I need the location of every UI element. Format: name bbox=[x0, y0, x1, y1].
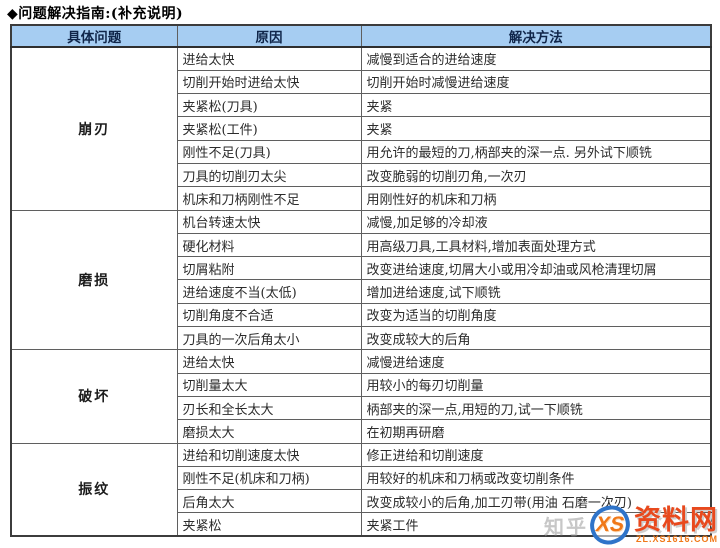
table-row: 振纹 进给和切削速度太快 修正进给和切削速度 bbox=[10, 442, 712, 537]
solution-cell: 切削开始时减慢进给速度 bbox=[360, 69, 712, 95]
solution-cell: 改变成较小的后角,加工刃带(用油 石磨一次刃) bbox=[360, 489, 712, 514]
cause-cell: 刃长和全长太大 bbox=[176, 395, 362, 421]
cause-cell: 刀具的切削刃太尖 bbox=[176, 162, 362, 188]
solution-cell: 修正进给和切削速度 bbox=[360, 442, 712, 467]
table-row: 切削开始时进给太快 切削开始时减慢进给速度 bbox=[11, 69, 712, 95]
cause-cell: 进给速度不当(太低) bbox=[176, 279, 362, 304]
cause-cell: 磨损太大 bbox=[176, 419, 362, 444]
problem-group-label: 崩刃 bbox=[10, 46, 178, 211]
column-header-solution: 解决方法 bbox=[360, 24, 712, 48]
cause-cell: 切屑粘附 bbox=[176, 256, 362, 281]
table-header-row: 具体问题 原因 解决方法 bbox=[10, 24, 712, 48]
cause-cell: 夹紧松 bbox=[176, 512, 362, 537]
cause-cell: 切削量太大 bbox=[176, 372, 362, 397]
table-row: 切削量太大 用较小的每刃切削量 bbox=[11, 372, 712, 397]
solution-cell: 改变脆弱的切削刃角,一次刃 bbox=[360, 162, 712, 188]
cause-cell: 刚性不足(机床和刀柄) bbox=[176, 465, 362, 491]
solution-cell: 改变为适当的切削角度 bbox=[360, 302, 712, 328]
table-row: 切屑粘附 改变进给速度,切屑大小或用冷却油或风枪清理切屑 bbox=[11, 256, 712, 281]
solution-cell: 柄部夹的深一点,用短的刀,试一下顺铣 bbox=[360, 395, 712, 421]
solution-cell: 在初期再研磨 bbox=[360, 419, 712, 444]
cause-cell: 机床和刀柄刚性不足 bbox=[176, 186, 362, 211]
table-row: 崩刃 进给太快 减慢到适合的进给速度 bbox=[10, 46, 712, 211]
solution-cell: 用刚性好的机床和刀柄 bbox=[360, 186, 712, 211]
table-row: 磨损太大 在初期再研磨 bbox=[11, 419, 712, 444]
troubleshooting-table: 具体问题 原因 解决方法 崩刃 进给太快 减慢到适合的进给速度 切削开始时进给太快 切削… bbox=[10, 24, 712, 538]
solution-cell: 夹紧 bbox=[360, 116, 712, 141]
solution-cell: 增加进给速度,试下顺铣 bbox=[360, 279, 712, 304]
cause-cell: 机台转速太快 bbox=[176, 209, 362, 234]
problem-group-label: 磨损 bbox=[10, 209, 178, 351]
table-row: 刚性不足(刀具) 用允许的最短的刀,柄部夹的深一点. 另外试下顺铣 bbox=[11, 139, 712, 164]
table-row: 破坏 进给太快 减慢进给速度 bbox=[10, 349, 712, 444]
table-row: 夹紧松 夹紧工件 bbox=[11, 512, 712, 537]
table-row: 机床和刀柄刚性不足 用刚性好的机床和刀柄 bbox=[11, 186, 712, 211]
table-row: 后角太大 改变成较小的后角,加工刃带(用油 石磨一次刃) bbox=[11, 489, 712, 514]
cause-cell: 夹紧松(刀具) bbox=[176, 93, 362, 118]
solution-cell: 改变成较大的后角 bbox=[360, 326, 712, 351]
solution-cell: 减慢进给速度 bbox=[360, 349, 712, 374]
page-title: ◆问题解决指南:(补充说明) bbox=[7, 6, 184, 22]
solution-cell: 用较小的每刃切削量 bbox=[360, 372, 712, 397]
column-header-cause: 原因 bbox=[176, 24, 362, 48]
problem-group-label: 破坏 bbox=[10, 349, 178, 444]
table-row: 硬化材料 用高级刀具,工具材料,增加表面处理方式 bbox=[11, 232, 712, 258]
cause-cell: 后角太大 bbox=[176, 489, 362, 514]
cause-cell: 进给和切削速度太快 bbox=[176, 442, 362, 467]
cause-cell: 进给太快 bbox=[176, 349, 362, 374]
table-row: 刃长和全长太大 柄部夹的深一点,用短的刀,试一下顺铣 bbox=[11, 395, 712, 421]
table-row: 切削角度不合适 改变为适当的切削角度 bbox=[11, 302, 712, 328]
solution-cell: 减慢到适合的进给速度 bbox=[360, 46, 712, 71]
table-row: 刚性不足(机床和刀柄) 用较好的机床和刀柄或改变切削条件 bbox=[11, 465, 712, 491]
cause-cell: 切削角度不合适 bbox=[176, 302, 362, 328]
cause-cell: 硬化材料 bbox=[176, 232, 362, 258]
table-row: 磨损 机台转速太快 减慢,加足够的冷却液 bbox=[10, 209, 712, 351]
column-header-problem: 具体问题 bbox=[10, 24, 178, 48]
solution-cell: 改变进给速度,切屑大小或用冷却油或风枪清理切屑 bbox=[360, 256, 712, 281]
cause-cell: 刚性不足(刀具) bbox=[176, 139, 362, 164]
table-row: 夹紧松(工件) 夹紧 bbox=[11, 116, 712, 141]
solution-cell: 夹紧 bbox=[360, 93, 712, 118]
cause-cell: 刀具的一次后角太小 bbox=[176, 326, 362, 351]
problem-group-label: 振纹 bbox=[10, 442, 178, 537]
solution-cell: 用允许的最短的刀,柄部夹的深一点. 另外试下顺铣 bbox=[360, 139, 712, 164]
solution-cell: 夹紧工件 bbox=[360, 512, 712, 537]
solution-cell: 用高级刀具,工具材料,增加表面处理方式 bbox=[360, 232, 712, 258]
table-row: 刀具的切削刃太尖 改变脆弱的切削刃角,一次刃 bbox=[11, 162, 712, 188]
solution-cell: 用较好的机床和刀柄或改变切削条件 bbox=[360, 465, 712, 491]
cause-cell: 进给太快 bbox=[176, 46, 362, 71]
solution-cell: 减慢,加足够的冷却液 bbox=[360, 209, 712, 234]
table-row: 夹紧松(刀具) 夹紧 bbox=[11, 93, 712, 118]
cause-cell: 夹紧松(工件) bbox=[176, 116, 362, 141]
table-body: 崩刃 进给太快 减慢到适合的进给速度 切削开始时进给太快 切削开始时减慢进给速度 夹紧松(… bbox=[10, 46, 712, 537]
cause-cell: 切削开始时进给太快 bbox=[176, 69, 362, 95]
